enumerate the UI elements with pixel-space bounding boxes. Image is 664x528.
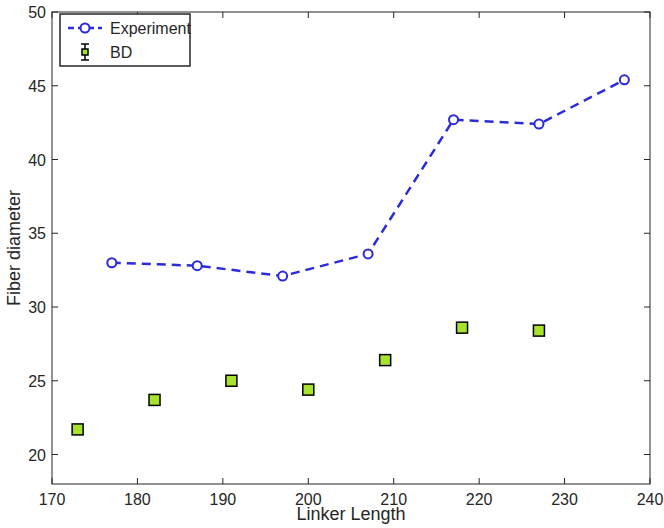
- legend-label: BD: [110, 44, 132, 61]
- marker: [81, 24, 90, 33]
- y-axis-label: Fiber diameter: [4, 190, 24, 306]
- legend-error-cap: [81, 43, 89, 45]
- marker: [303, 384, 314, 395]
- y-tick-right: [644, 454, 650, 455]
- x-tick: [564, 478, 565, 484]
- marker: [107, 258, 116, 267]
- plot-area: [52, 12, 650, 484]
- marks: [72, 75, 629, 435]
- x-tick-label: 190: [210, 491, 237, 508]
- y-tick-label: 40: [28, 152, 46, 169]
- y-tick-label: 30: [28, 299, 46, 316]
- y-tick-right: [644, 85, 650, 86]
- y-tick-label: 20: [28, 447, 46, 464]
- x-tick: [393, 478, 394, 484]
- marker: [82, 49, 88, 55]
- marker: [278, 272, 287, 281]
- marker: [534, 120, 543, 129]
- y-tick-right: [644, 380, 650, 381]
- marker: [449, 115, 458, 124]
- marker: [72, 424, 83, 435]
- x-tick-top: [393, 12, 394, 18]
- marker: [457, 322, 468, 333]
- x-tick-top: [308, 12, 309, 18]
- x-tick: [137, 478, 138, 484]
- y-tick-label: 35: [28, 225, 46, 242]
- x-tick-top: [479, 12, 480, 18]
- legend-label: Experiment: [110, 20, 191, 37]
- x-axis-label: Linker Length: [296, 504, 405, 524]
- x-tick-label: 170: [39, 491, 66, 508]
- x-tick-label: 230: [551, 491, 578, 508]
- y-tick: [52, 85, 58, 86]
- y-tick-label: 45: [28, 78, 46, 95]
- y-tick-label: 50: [28, 4, 46, 21]
- y-tick: [52, 307, 58, 308]
- marker: [380, 355, 391, 366]
- x-tick-label: 220: [466, 491, 493, 508]
- x-tick: [479, 478, 480, 484]
- legend-error-cap: [81, 59, 89, 61]
- marker: [364, 249, 373, 258]
- y-tick-label: 25: [28, 373, 46, 390]
- x-tick-top: [222, 12, 223, 18]
- marker: [149, 394, 160, 405]
- legend: Experiment BD: [60, 14, 191, 66]
- series-line: [112, 80, 625, 276]
- x-tick-label: 240: [637, 491, 664, 508]
- y-tick: [52, 233, 58, 234]
- plot-frame: [52, 12, 650, 484]
- chart: 17018019020021022023024020253035404550Li…: [0, 0, 664, 528]
- x-tick-label: 180: [124, 491, 151, 508]
- y-tick-right: [644, 159, 650, 160]
- y-tick: [52, 159, 58, 160]
- x-tick: [222, 478, 223, 484]
- marker: [193, 261, 202, 270]
- marker: [620, 75, 629, 84]
- y-tick: [52, 380, 58, 381]
- marker: [226, 375, 237, 386]
- x-tick: [308, 478, 309, 484]
- y-tick: [52, 454, 58, 455]
- marker: [533, 325, 544, 336]
- x-tick-top: [564, 12, 565, 18]
- y-tick-right: [644, 233, 650, 234]
- y-tick-right: [644, 307, 650, 308]
